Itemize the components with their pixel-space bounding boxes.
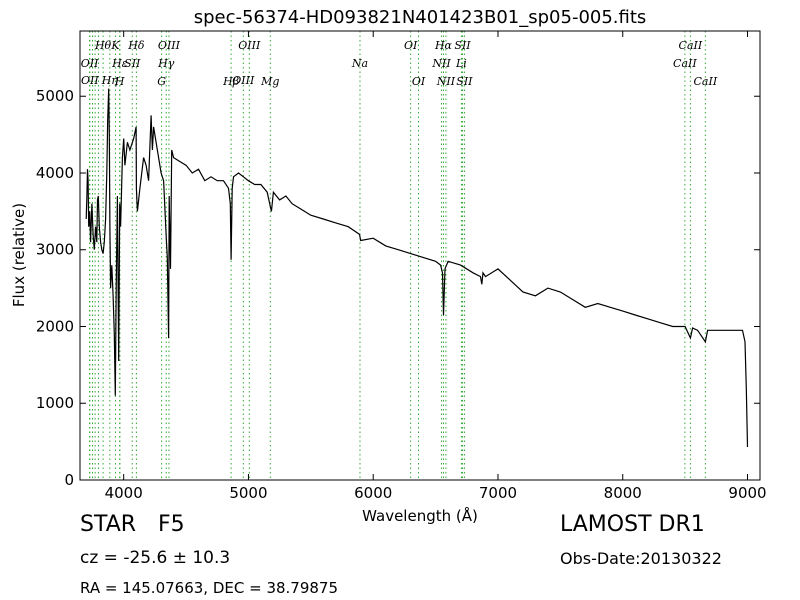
- line-label: Hη: [101, 74, 119, 87]
- line-label: Hδ: [127, 39, 145, 52]
- observation-date: Obs-Date:20130322: [560, 549, 722, 568]
- line-label: SII: [454, 39, 471, 52]
- line-label: Na: [351, 57, 368, 70]
- axis-ticks: 4000 5000 6000 7000 8000 9000 0 1000 2000 3000 400…: [36, 31, 767, 502]
- line-label: SII: [456, 75, 473, 88]
- line-label: OIII: [158, 39, 181, 52]
- line-label: Hγ: [157, 57, 175, 70]
- spectrum-line: [85, 88, 749, 448]
- line-label: OII: [81, 74, 99, 87]
- line-label: OI: [404, 39, 418, 52]
- survey-name: LAMOST DR1: [560, 512, 705, 537]
- coordinates-readout: RA = 145.07663, DEC = 38.79875: [80, 579, 339, 597]
- object-class: STAR: [80, 512, 137, 537]
- line-label: OIII: [238, 39, 261, 52]
- line-label: H: [114, 75, 125, 88]
- x-tick-label: 4000: [105, 484, 143, 502]
- object-subclass: F5: [158, 512, 185, 537]
- spectral-line-labels: OIIOIIHθHηKHHεSIIHδGHγOIIIHβOIIIOIIIMgNa…: [81, 39, 718, 88]
- x-tick-label: 7000: [479, 484, 517, 502]
- line-label: Hβ: [222, 75, 239, 88]
- plot-frame: [79, 30, 761, 481]
- redshift-readout: cz = -25.6 ± 10.3: [80, 548, 231, 568]
- line-label: OII: [81, 57, 99, 70]
- line-label: NII: [431, 57, 451, 70]
- y-tick-label: 4000: [36, 164, 74, 182]
- line-label: NII: [436, 75, 456, 88]
- y-axis-label: Flux (relative): [10, 203, 28, 307]
- x-tick-label: 9000: [728, 484, 766, 502]
- line-label: Hθ: [94, 39, 112, 52]
- y-tick-label: 2000: [36, 317, 74, 335]
- y-tick-label: 5000: [36, 87, 74, 105]
- line-label: OI: [412, 75, 426, 88]
- y-tick-label: 3000: [36, 241, 74, 259]
- line-label: OIII: [232, 74, 255, 87]
- y-tick-label: 0: [64, 471, 74, 489]
- x-axis-label: Wavelength (Å): [362, 506, 478, 525]
- line-label: Li: [455, 57, 467, 70]
- x-tick-label: 8000: [604, 484, 642, 502]
- line-label: CaII: [694, 75, 718, 88]
- line-label: G: [157, 75, 166, 88]
- x-tick-label: 5000: [229, 484, 267, 502]
- chart-title: spec-56374-HD093821N401423B01_sp05-005.f…: [194, 7, 647, 28]
- y-tick-label: 1000: [36, 394, 74, 412]
- line-label: SII: [124, 57, 141, 70]
- line-label: Mg: [260, 75, 279, 88]
- line-label: K: [110, 39, 120, 52]
- line-label: CaII: [679, 39, 703, 52]
- line-label: CaII: [673, 57, 697, 70]
- line-label: Hα: [434, 39, 453, 52]
- x-tick-label: 6000: [354, 484, 392, 502]
- spectral-line-markers: [89, 31, 706, 480]
- object-classification: STAR F5: [80, 512, 185, 537]
- line-label: Hε: [111, 57, 128, 70]
